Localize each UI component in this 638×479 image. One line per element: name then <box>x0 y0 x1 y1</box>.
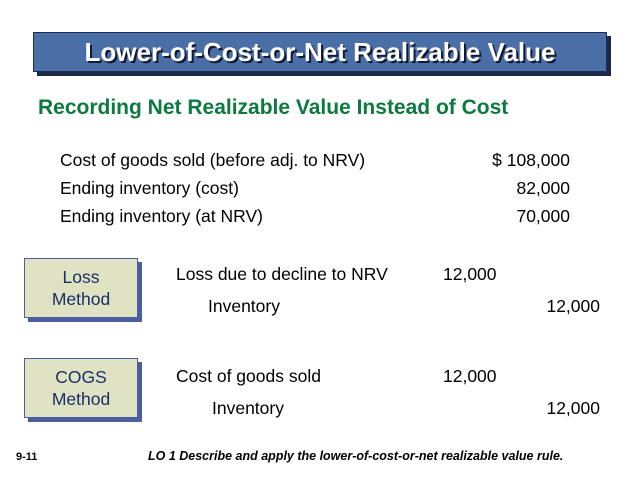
cogs-credit-account: Inventory <box>212 398 284 418</box>
cogs-method-box: COGS Method <box>24 358 138 418</box>
page-title: Lower-of-Cost-or-Net Realizable Value <box>84 36 556 67</box>
loss-debit-account: Loss due to decline to NRV <box>176 264 388 284</box>
info-value-cogs: $ 108,000 <box>492 150 570 170</box>
info-label-cogs: Cost of goods sold (before adj. to NRV) <box>60 150 366 170</box>
info-label-inventory-cost: Ending inventory (cost) <box>60 178 239 198</box>
cogs-debit-account: Cost of goods sold <box>176 366 321 386</box>
loss-method-box: Loss Method <box>24 258 138 318</box>
loss-method-line1: Loss <box>62 267 100 287</box>
page-number: 9-11 <box>16 451 38 463</box>
cogs-method-line2: Method <box>51 389 111 409</box>
info-value-inventory-cost: 82,000 <box>516 178 570 198</box>
learning-objective: LO 1 Describe and apply the lower-of-cos… <box>148 449 564 463</box>
info-value-inventory-nrv: 70,000 <box>516 206 570 226</box>
info-label-inventory-nrv: Ending inventory (at NRV) <box>60 206 263 226</box>
loss-credit-amount: 12,000 <box>546 296 600 316</box>
subtitle: Recording Net Realizable Value Instead o… <box>38 96 509 119</box>
loss-debit-amount: 12,000 <box>443 264 497 284</box>
loss-method-line2: Method <box>51 289 111 309</box>
cogs-debit-amount: 12,000 <box>443 366 497 386</box>
cogs-credit-amount: 12,000 <box>546 398 600 418</box>
title-banner: Lower-of-Cost-or-Net Realizable Value <box>33 32 607 72</box>
loss-credit-account: Inventory <box>208 296 280 316</box>
cogs-method-line1: COGS <box>55 367 107 387</box>
